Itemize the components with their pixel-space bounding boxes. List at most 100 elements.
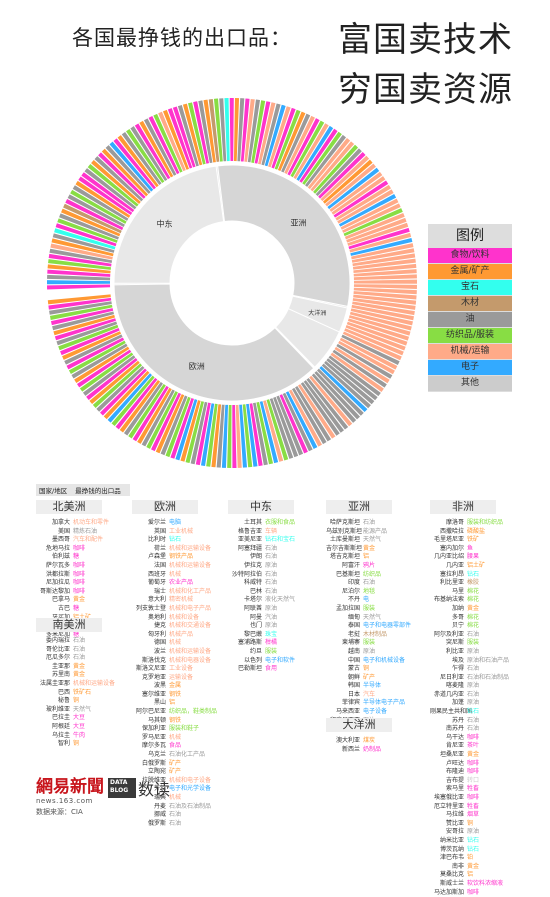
export-product: 电脑 bbox=[169, 519, 182, 526]
table-header: 国家/地区 最挣钱的出口品 bbox=[36, 484, 130, 496]
export-product: 机械和化工产品 bbox=[169, 587, 212, 595]
spoke-oil bbox=[314, 371, 361, 420]
region-label: 中东 bbox=[157, 218, 173, 228]
table-row: 赤道几内亚 石油 bbox=[430, 691, 509, 700]
table-row: 巴基斯坦 纺织品 bbox=[326, 571, 411, 580]
export-product: 原油 bbox=[467, 682, 480, 690]
table-row: 斯威士兰 软饮料浓缩液 bbox=[430, 880, 509, 889]
export-product: 石油 bbox=[265, 570, 278, 578]
spoke-oil bbox=[276, 395, 304, 456]
export-product: 软饮料浓缩液 bbox=[467, 879, 504, 887]
table-row: 阿联酋 原油 bbox=[228, 605, 295, 614]
country-name: 荷兰 bbox=[153, 544, 166, 552]
country-name: 也门 bbox=[249, 622, 262, 630]
spoke-food bbox=[100, 368, 147, 416]
spoke-oil bbox=[190, 401, 208, 465]
export-product: 铜 bbox=[73, 740, 80, 748]
export-product: 钻石 bbox=[467, 836, 480, 844]
country-name: 墨西哥 bbox=[51, 536, 70, 544]
table-row: 博茨瓦纳 钻石 bbox=[430, 846, 509, 855]
spoke-oil bbox=[292, 387, 327, 445]
table-row: 法国 机械和运输设备 bbox=[132, 562, 217, 571]
table-row: 古巴糖 bbox=[36, 605, 109, 614]
export-product: 咖啡 bbox=[467, 768, 480, 776]
spoke-mach bbox=[329, 171, 383, 212]
spoke-food bbox=[279, 394, 308, 454]
spoke-oil bbox=[59, 213, 119, 240]
table-row: 几内亚比绍 腰果 bbox=[430, 553, 509, 562]
spoke-oil bbox=[306, 377, 349, 430]
table-row: 黑山铝 bbox=[132, 699, 217, 708]
table-row: 安哥拉 原油 bbox=[430, 828, 509, 837]
export-product: 咖啡 bbox=[73, 570, 86, 578]
country-name: 俄罗斯 bbox=[147, 819, 166, 827]
spoke-food bbox=[78, 176, 133, 216]
table-row: 巴勒斯坦 食用 bbox=[228, 665, 295, 674]
spoke-oil bbox=[252, 402, 268, 466]
title-main: 各国最挣钱的出口品： bbox=[72, 26, 292, 50]
country-name: 土库曼斯坦 bbox=[329, 536, 360, 544]
country-name: 贝宁 bbox=[451, 622, 464, 630]
export-product: 汽油 bbox=[265, 613, 278, 621]
table-row: 委内瑞拉 石油 bbox=[36, 637, 115, 646]
export-product: 食品 bbox=[169, 742, 182, 750]
export-product: 矿产 bbox=[169, 759, 182, 767]
table-row: 也门 原油 bbox=[228, 622, 295, 631]
spoke-oil bbox=[96, 365, 145, 412]
spoke-metal bbox=[277, 111, 306, 172]
country-name: 智利 bbox=[57, 740, 70, 748]
spoke-elec bbox=[264, 104, 286, 167]
chart-center bbox=[171, 222, 293, 344]
spoke-gem bbox=[54, 228, 116, 250]
country-name: 塞拉利昂 bbox=[439, 570, 464, 578]
table-row: 瑞典 机械 bbox=[132, 794, 217, 803]
export-product: 棉花 bbox=[467, 587, 480, 595]
table-row: 日本 汽车 bbox=[326, 691, 411, 700]
export-product: 黄金 bbox=[467, 751, 480, 759]
country-name: 古巴 bbox=[57, 604, 70, 612]
country-name: 突尼斯 bbox=[445, 639, 464, 647]
spoke-mach bbox=[339, 337, 398, 370]
spoke-textile bbox=[79, 352, 134, 392]
export-product: 黄金 bbox=[73, 596, 86, 604]
country-name: 毛里塔尼亚 bbox=[433, 536, 464, 544]
table-row: 马里 棉花 bbox=[430, 588, 509, 597]
spoke-mach bbox=[310, 141, 355, 192]
table-row: 印度 石油 bbox=[326, 579, 411, 588]
country-name: 吉尔吉斯斯坦 bbox=[326, 544, 363, 552]
country-name: 圭亚那 bbox=[51, 662, 70, 670]
export-product: 烟草 bbox=[467, 811, 480, 819]
export-product: 柑橘 bbox=[265, 639, 278, 647]
spoke-oil bbox=[219, 98, 227, 162]
spoke-oil bbox=[321, 363, 371, 409]
export-product: 液化天然气 bbox=[265, 596, 296, 604]
spoke-metal bbox=[103, 370, 150, 420]
spoke-metal bbox=[137, 387, 172, 444]
spoke-metal bbox=[91, 160, 141, 204]
export-product: 铝 bbox=[467, 871, 474, 879]
country-name: 斯威士兰 bbox=[439, 879, 464, 887]
spoke-metal bbox=[180, 400, 201, 462]
table-row: 克罗地亚 运输设备 bbox=[132, 674, 217, 683]
spoke-oil bbox=[216, 404, 225, 468]
table-row: 乍得 石油 bbox=[430, 665, 509, 674]
spoke-elec bbox=[175, 399, 198, 461]
table-row: 塞内加尔鱼 bbox=[430, 545, 509, 554]
table-row: 蒙古铜 bbox=[326, 665, 411, 674]
export-product: 工业机械 bbox=[169, 527, 194, 535]
country-name: 哥斯达黎加 bbox=[39, 587, 70, 595]
country-name: 洪都拉斯 bbox=[45, 570, 70, 578]
spoke-mach bbox=[340, 198, 399, 230]
spoke-oil bbox=[326, 358, 378, 401]
spoke-textile bbox=[256, 401, 274, 465]
table-row: 厄立特里亚 牲畜 bbox=[430, 803, 509, 812]
country-name: 摩尔多瓦 bbox=[141, 742, 166, 750]
spoke-food bbox=[170, 398, 194, 459]
spoke-food bbox=[113, 138, 156, 190]
table-row: 贝宁 棉花 bbox=[430, 622, 509, 631]
country-name: 马其顿 bbox=[147, 716, 166, 724]
export-product: 腰果 bbox=[467, 553, 480, 561]
table-row: 美国 精炼石油 bbox=[36, 528, 109, 537]
spoke-oil bbox=[72, 185, 129, 221]
table-row: 巴西 铁矿石 bbox=[36, 689, 115, 698]
